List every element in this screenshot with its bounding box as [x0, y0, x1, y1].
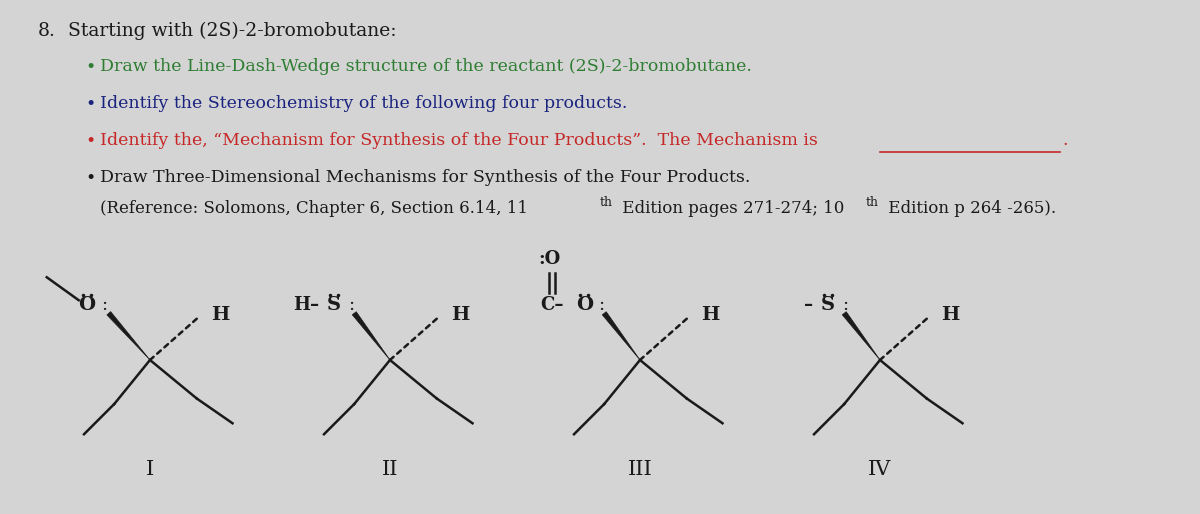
- Text: Identify the, “Mechanism for Synthesis of the Four Products”.  The Mechanism is: Identify the, “Mechanism for Synthesis o…: [100, 132, 818, 149]
- Text: th: th: [600, 196, 613, 209]
- Text: •: •: [85, 169, 95, 187]
- Text: III: III: [628, 460, 653, 479]
- Text: O: O: [576, 296, 593, 314]
- Text: th: th: [866, 196, 878, 209]
- Text: II: II: [382, 460, 398, 479]
- Text: •: •: [85, 132, 95, 150]
- Text: (Reference: Solomons, Chapter 6, Section 6.14, 11: (Reference: Solomons, Chapter 6, Section…: [100, 200, 528, 217]
- Text: Starting with (2S)-2-bromobutane:: Starting with (2S)-2-bromobutane:: [68, 22, 396, 40]
- Text: 8.: 8.: [38, 22, 56, 40]
- Text: C–: C–: [540, 296, 564, 314]
- Text: :: :: [101, 296, 107, 314]
- Text: I: I: [146, 460, 154, 479]
- Text: :: :: [842, 296, 848, 314]
- Polygon shape: [353, 311, 390, 360]
- Text: S: S: [821, 296, 835, 314]
- Text: Edition p 264 -265).: Edition p 264 -265).: [883, 200, 1056, 217]
- Text: :: :: [599, 296, 605, 314]
- Text: H: H: [211, 306, 229, 324]
- Text: H: H: [451, 306, 469, 324]
- Text: Edition pages 271-274; 10: Edition pages 271-274; 10: [617, 200, 845, 217]
- Text: :: :: [348, 296, 354, 314]
- Text: H: H: [701, 306, 719, 324]
- Text: –: –: [804, 296, 812, 314]
- Text: :O: :O: [539, 250, 560, 268]
- Text: O: O: [78, 296, 95, 314]
- Polygon shape: [602, 311, 640, 360]
- Text: •: •: [85, 58, 95, 76]
- Text: H: H: [941, 306, 959, 324]
- Polygon shape: [107, 311, 150, 360]
- Text: .: .: [1062, 132, 1068, 149]
- Text: S: S: [328, 296, 341, 314]
- Text: Draw the Line-Dash-Wedge structure of the reactant (2S)-2-bromobutane.: Draw the Line-Dash-Wedge structure of th…: [100, 58, 752, 75]
- Text: Draw Three-Dimensional Mechanisms for Synthesis of the Four Products.: Draw Three-Dimensional Mechanisms for Sy…: [100, 169, 750, 186]
- Text: IV: IV: [869, 460, 892, 479]
- Text: H–: H–: [293, 296, 319, 314]
- Polygon shape: [842, 311, 880, 360]
- Text: •: •: [85, 95, 95, 113]
- Text: Identify the Stereochemistry of the following four products.: Identify the Stereochemistry of the foll…: [100, 95, 628, 112]
